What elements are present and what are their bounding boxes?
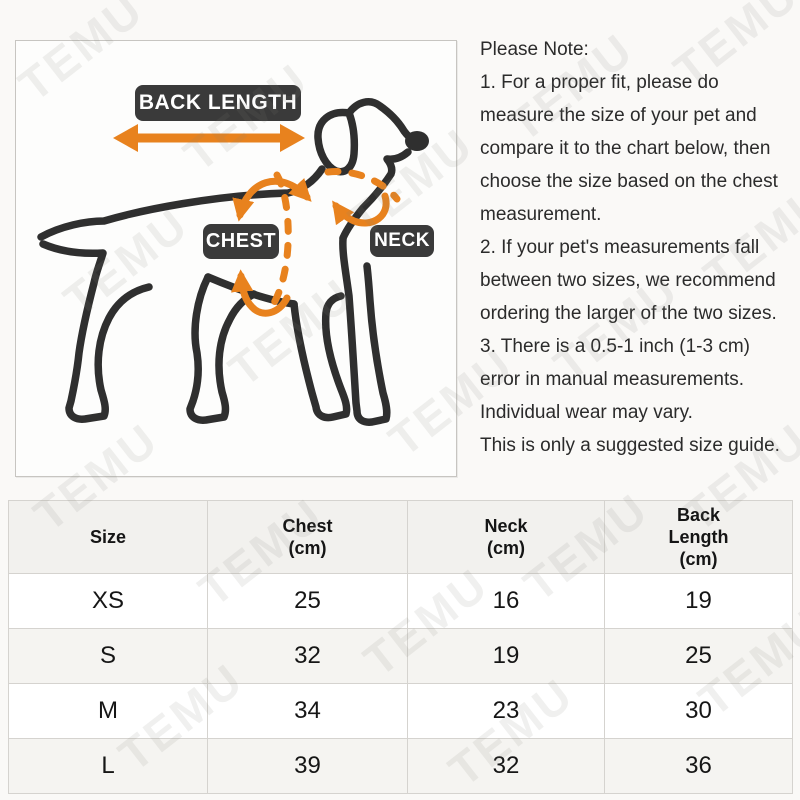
note-line: 1. For a proper fit, please do (480, 72, 719, 93)
measurement-arrows (113, 124, 401, 317)
note-section: Please Note: 1. For a proper fit, please… (480, 33, 798, 462)
note-line: choose the size based on the chest (480, 171, 778, 192)
note-line: 2. If your pet's measurements fall (480, 237, 760, 258)
back-length-cell: 36 (604, 738, 793, 794)
note-line: Individual wear may vary. (480, 402, 693, 423)
table-row-m: M 34 23 30 (8, 683, 793, 739)
note-line: measure the size of your pet and (480, 105, 757, 126)
header-cell-chest: Chest (cm) (207, 500, 408, 574)
back-length-arrowhead-right-icon (280, 124, 305, 152)
back-length-arrowhead-left-icon (113, 124, 138, 152)
size-table-header-row: Size Chest (cm) Neck (cm) Back Length (c… (8, 500, 793, 574)
note-line: compare it to the chart below, then (480, 138, 771, 159)
dog-outline (37, 98, 417, 426)
back-length-cell: 19 (604, 573, 793, 629)
neck-girth-arrow (332, 192, 390, 227)
header-cell-size: Size (8, 500, 208, 574)
chest-cell: 25 (207, 573, 408, 629)
dog-measurement-illustration (37, 98, 429, 426)
size-cell: XS (8, 573, 208, 629)
measurement-diagram-box: BACK LENGTH CHEST NECK (15, 40, 457, 477)
neck-girth-dashed-line (324, 168, 401, 203)
back-length-label: BACK LENGTH (135, 85, 301, 121)
dog-nose (405, 131, 429, 151)
note-line: ordering the larger of the two sizes. (480, 303, 777, 324)
note-line: error in manual measurements. (480, 369, 744, 390)
note-line: 3. There is a 0.5-1 inch (1-3 cm) (480, 336, 750, 357)
note-line: This is only a suggested size guide. (480, 435, 780, 456)
note-title: Please Note: (480, 39, 589, 60)
chest-girth-arrow-top (232, 177, 312, 222)
neck-cell: 19 (407, 628, 605, 684)
table-row-l: L 39 32 36 (8, 738, 793, 794)
header-cell-neck: Neck (cm) (407, 500, 605, 574)
chest-girth-arrow-bottom (230, 269, 291, 317)
chest-cell: 32 (207, 628, 408, 684)
neck-cell: 32 (407, 738, 605, 794)
size-table: Size Chest (cm) Neck (cm) Back Length (c… (8, 500, 793, 794)
chest-cell: 34 (207, 683, 408, 739)
neck-cell: 23 (407, 683, 605, 739)
note-line: between two sizes, we recommend (480, 270, 776, 291)
chest-girth-dashed-line (270, 171, 292, 307)
back-length-cell: 25 (604, 628, 793, 684)
table-row-xs: XS 25 16 19 (8, 573, 793, 629)
neck-cell: 16 (407, 573, 605, 629)
back-length-cell: 30 (604, 683, 793, 739)
header-cell-back-length: Back Length (cm) (604, 500, 793, 574)
size-cell: S (8, 628, 208, 684)
chest-label: CHEST (203, 224, 279, 259)
size-cell: M (8, 683, 208, 739)
table-row-s: S 32 19 25 (8, 628, 793, 684)
chest-cell: 39 (207, 738, 408, 794)
size-cell: L (8, 738, 208, 794)
note-line: measurement. (480, 204, 602, 225)
neck-label: NECK (370, 225, 434, 257)
